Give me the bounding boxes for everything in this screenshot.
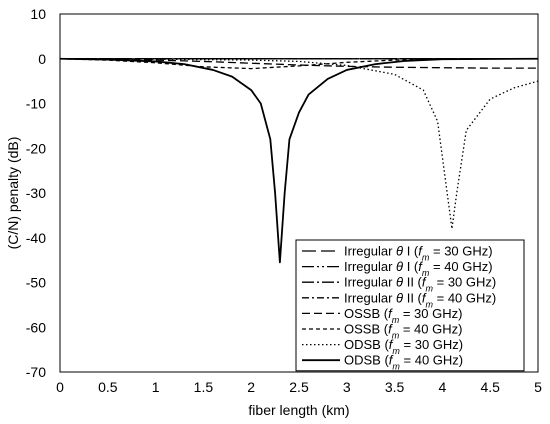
- plot-border: [59, 13, 539, 373]
- x-tick-label: 0.5: [98, 379, 118, 395]
- legend-label: Irregular θ II (fm = 30 GHz): [344, 275, 496, 294]
- x-tick-label: 1.5: [194, 379, 214, 395]
- y-tick-label: -60: [26, 319, 46, 335]
- legend: Irregular θ I (fm = 30 GHz)Irregular θ I…: [295, 239, 525, 372]
- y-tick-label: 10: [30, 6, 46, 22]
- legend-label: Irregular θ II (fm = 40 GHz): [344, 290, 496, 309]
- x-tick-label: 0: [56, 379, 64, 395]
- y-tick-label: -30: [26, 185, 46, 201]
- legend-label: OSSB (fm = 40 GHz): [344, 322, 462, 341]
- x-tick-label: 3.5: [385, 379, 405, 395]
- x-tick-label: 5: [534, 379, 542, 395]
- legend-box: [295, 239, 525, 372]
- series-line-7: [59, 58, 539, 230]
- tick-labels: 0 0.5 1 1.5 2 2.5 3 3.5 4 4.5 5 10 0 -10 -20 -30 -40 -50 -…: [26, 6, 542, 395]
- x-tick-label: 3: [343, 379, 351, 395]
- series-line-5: [59, 58, 538, 69]
- x-axis-title: fiber length (km): [248, 402, 349, 418]
- legend-label: Irregular θ I (fm = 30 GHz): [344, 244, 493, 263]
- y-tick-label: -70: [26, 364, 46, 380]
- y-tick-label: -20: [26, 140, 46, 156]
- y-axis-title: (C/N) penalty (dB): [5, 137, 21, 250]
- x-tick-label: 2: [247, 379, 255, 395]
- x-tick-label: 4.5: [480, 379, 500, 395]
- x-tick-label: 2.5: [289, 379, 309, 395]
- series-layer: [59, 57, 539, 264]
- legend-label: ODSB (fm = 30 GHz): [344, 337, 463, 356]
- y-tick-label: -40: [26, 230, 46, 246]
- series-line-6: [59, 58, 538, 70]
- y-tick-label: -50: [26, 275, 46, 291]
- legend-label: Irregular θ I (fm = 40 GHz): [344, 259, 493, 278]
- legend-label: OSSB (fm = 30 GHz): [344, 306, 462, 325]
- legend-label: ODSB (fm = 40 GHz): [344, 353, 463, 372]
- x-tick-label: 4: [439, 379, 447, 395]
- y-tick-label: 0: [38, 51, 46, 67]
- series-line-8: [59, 57, 539, 264]
- x-tick-label: 1: [152, 379, 160, 395]
- y-tick-label: -10: [26, 96, 46, 112]
